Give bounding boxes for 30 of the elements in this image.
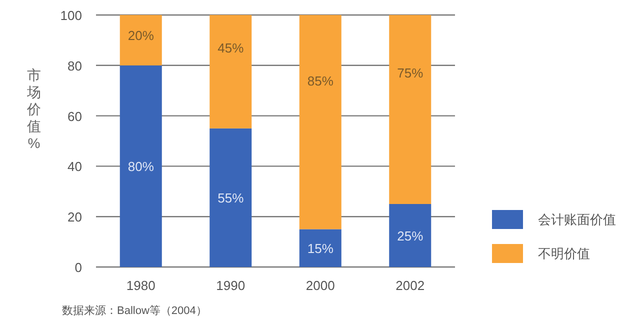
x-tick-label: 2000 — [306, 278, 335, 293]
y-tick-label: 80 — [68, 58, 82, 74]
data-label: 80% — [128, 159, 154, 174]
bar — [389, 15, 432, 204]
bar — [210, 15, 252, 128]
legend-label: 会计账面价值 — [538, 212, 616, 227]
x-tick-label: 2002 — [396, 278, 425, 293]
source-note: 数据来源：Ballow等（2004） — [62, 304, 207, 317]
data-label: 55% — [218, 190, 244, 206]
data-label: 45% — [218, 40, 244, 56]
bar — [299, 15, 342, 230]
bar — [210, 128, 252, 267]
y-axis-title: 市场价值% — [26, 67, 41, 151]
x-tick-label: 1980 — [126, 278, 156, 293]
x-tick-label: 1990 — [216, 278, 246, 293]
y-tick-label: 60 — [68, 108, 82, 124]
data-label: 85% — [307, 74, 334, 89]
data-label: 20% — [128, 28, 154, 43]
bar — [389, 204, 432, 267]
data-label: 15% — [307, 241, 334, 256]
bar — [299, 229, 342, 267]
y-tick-label: 100 — [60, 8, 82, 23]
data-label: 25% — [397, 228, 424, 244]
bar — [120, 65, 162, 267]
y-tick-label: 20 — [68, 210, 82, 225]
y-tick-label: 40 — [68, 159, 82, 174]
legend-label: 不明价值 — [538, 246, 590, 261]
y-tick-label: 0 — [74, 260, 82, 275]
bar — [120, 15, 162, 66]
data-label: 75% — [397, 65, 424, 80]
